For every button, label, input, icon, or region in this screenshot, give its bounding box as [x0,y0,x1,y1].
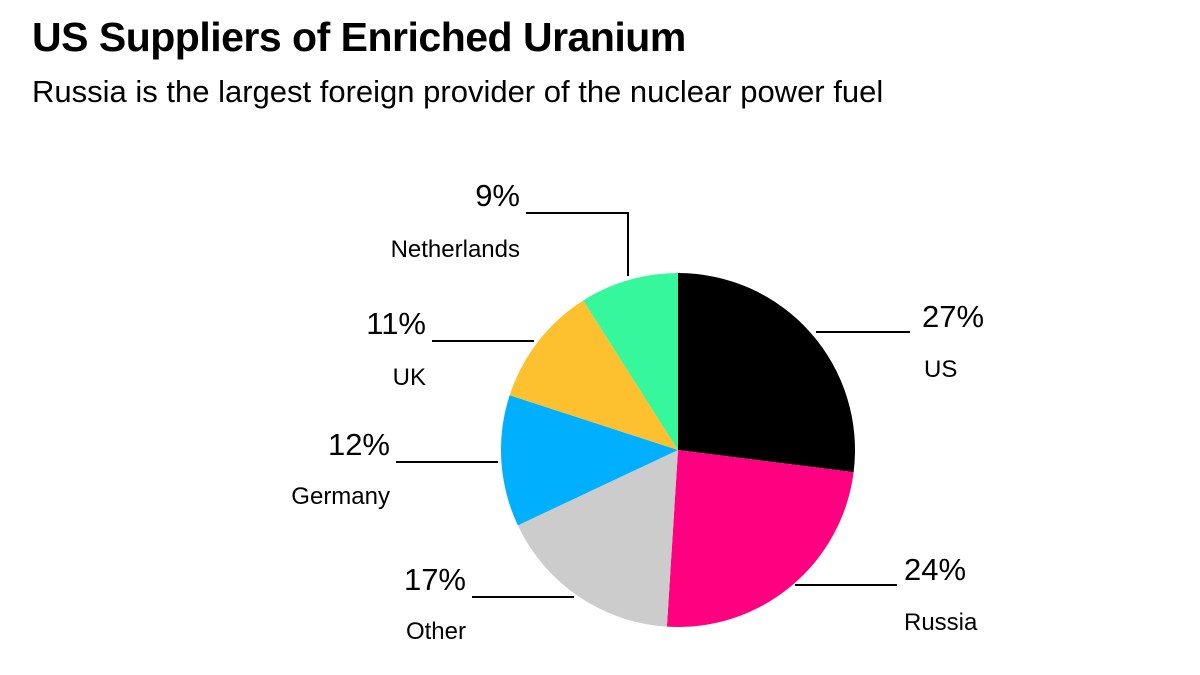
pct-label-russia: 24% [904,552,966,587]
pie-slice-us [678,273,855,473]
category-label-uk: UK [393,364,426,391]
chart-title: US Suppliers of Enriched Uranium [32,14,686,60]
pct-label-netherlands: 9% [475,178,520,213]
chart-subtitle: Russia is the largest foreign provider o… [32,74,884,109]
pct-label-other: 17% [404,562,466,597]
category-label-russia: Russia [904,609,978,636]
leader-line-netherlands [526,212,629,276]
category-label-other: Other [406,618,466,645]
pie-slice-uk [509,300,678,450]
category-label-germany: Germany [291,483,390,510]
pie-slice-other [517,450,678,627]
pie-slices [501,273,855,627]
pct-label-germany: 12% [328,427,390,462]
pct-label-us: 27% [922,299,984,334]
category-label-us: US [924,356,957,383]
pie-slice-netherlands [583,273,678,450]
pie-slice-germany [501,395,678,526]
pct-label-uk: 11% [366,306,426,341]
category-label-netherlands: Netherlands [391,236,520,263]
pie-callouts: 27% US 24% Russia 17% Other 12% Germany 11% UK 9% N… [291,178,984,645]
pie-slice-russia [666,450,854,627]
